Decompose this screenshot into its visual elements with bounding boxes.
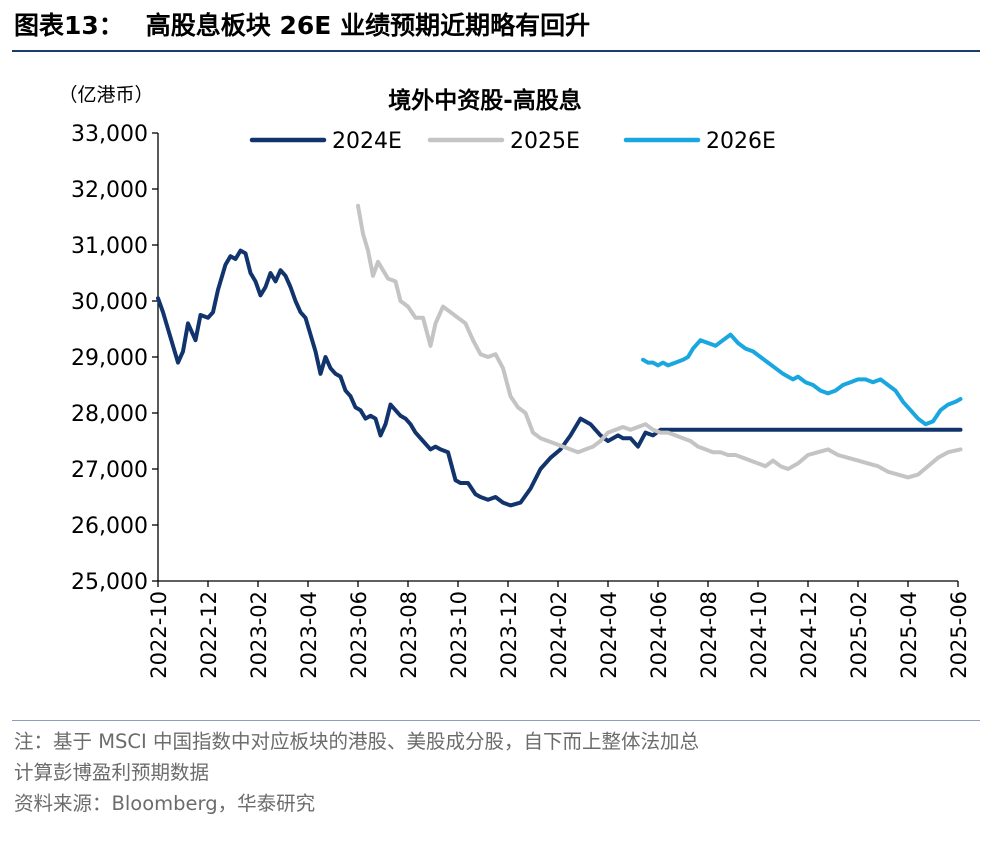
y-tick-label: 31,000: [71, 234, 148, 259]
x-tick-label: 2023-08: [397, 591, 421, 679]
line-chart: 境外中资股-高股息 （亿港币） 2024E 2025E 2026E 25,000 26…: [12, 56, 980, 710]
figure-title: 图表13： 高股息板块 26E 业绩预期近期略有回升: [12, 8, 980, 44]
y-tick-label: 25,000: [71, 570, 148, 595]
title-divider: [12, 50, 980, 52]
x-tick-label: 2024-08: [697, 591, 721, 679]
figure-title-text: 高股息板块 26E 业绩预期近期略有回升: [145, 11, 591, 40]
x-tick-label: 2025-02: [847, 591, 871, 679]
x-tick-label: 2024-04: [597, 591, 621, 679]
x-tick-label: 2023-10: [447, 591, 471, 679]
y-tick-label: 27,000: [71, 458, 148, 483]
y-tick-label: 32,000: [71, 178, 148, 203]
chart-notes: 注：基于 MSCI 中国指数中对应板块的港股、美股成分股，自下而上整体法加总 计…: [14, 726, 980, 819]
x-tick-label: 2025-06: [947, 591, 971, 679]
chart-title: 境外中资股-高股息: [388, 87, 582, 114]
x-tick-label: 2023-04: [297, 591, 321, 679]
series-lines: [156, 203, 963, 508]
series-line-2026e: [641, 332, 963, 427]
series-line-2024e: [156, 248, 963, 508]
x-tick-label: 2022-10: [147, 591, 171, 679]
source-line: 资料来源：Bloomberg，华泰研究: [14, 792, 316, 815]
chart-svg: 境外中资股-高股息 （亿港币） 2024E 2025E 2026E 25,000 26…: [58, 84, 971, 679]
series-line-2025e: [356, 203, 963, 480]
legend-label-2024e: 2024E: [332, 129, 402, 154]
figure-label: 图表13：: [14, 11, 124, 40]
legend-label-2026e: 2026E: [706, 129, 776, 154]
x-tick-label: 2023-06: [347, 591, 371, 679]
note-line-2: 计算彭博盈利预期数据: [14, 761, 210, 784]
y-tick-label: 28,000: [71, 402, 148, 427]
chart-legend: 2024E 2025E 2026E: [249, 129, 776, 154]
x-tick-label: 2024-10: [747, 591, 771, 679]
legend-label-2025e: 2025E: [510, 129, 580, 154]
y-tick-label: 33,000: [71, 122, 148, 147]
notes-divider: [12, 720, 980, 721]
x-tick-label: 2024-12: [797, 591, 821, 679]
x-tick-label: 2023-02: [247, 591, 271, 679]
note-line-1: 注：基于 MSCI 中国指数中对应板块的港股、美股成分股，自下而上整体法加总: [14, 730, 699, 753]
y-tick-label: 29,000: [71, 346, 148, 371]
x-tick-label: 2022-12: [197, 591, 221, 679]
x-tick-label: 2024-02: [547, 591, 571, 679]
x-axis: 2022-10 2022-12 2023-02 2023-04 2023-06 2023-…: [147, 580, 971, 679]
y-axis-unit-label: （亿港币）: [58, 84, 153, 106]
x-tick-label: 2025-04: [897, 591, 921, 679]
y-axis: 25,000 26,000 27,000 28,000 29,000 30,000 31,0…: [71, 122, 159, 595]
y-tick-label: 30,000: [71, 290, 148, 315]
y-tick-label: 26,000: [71, 514, 148, 539]
x-tick-label: 2024-06: [647, 591, 671, 679]
x-tick-label: 2023-12: [497, 591, 521, 679]
